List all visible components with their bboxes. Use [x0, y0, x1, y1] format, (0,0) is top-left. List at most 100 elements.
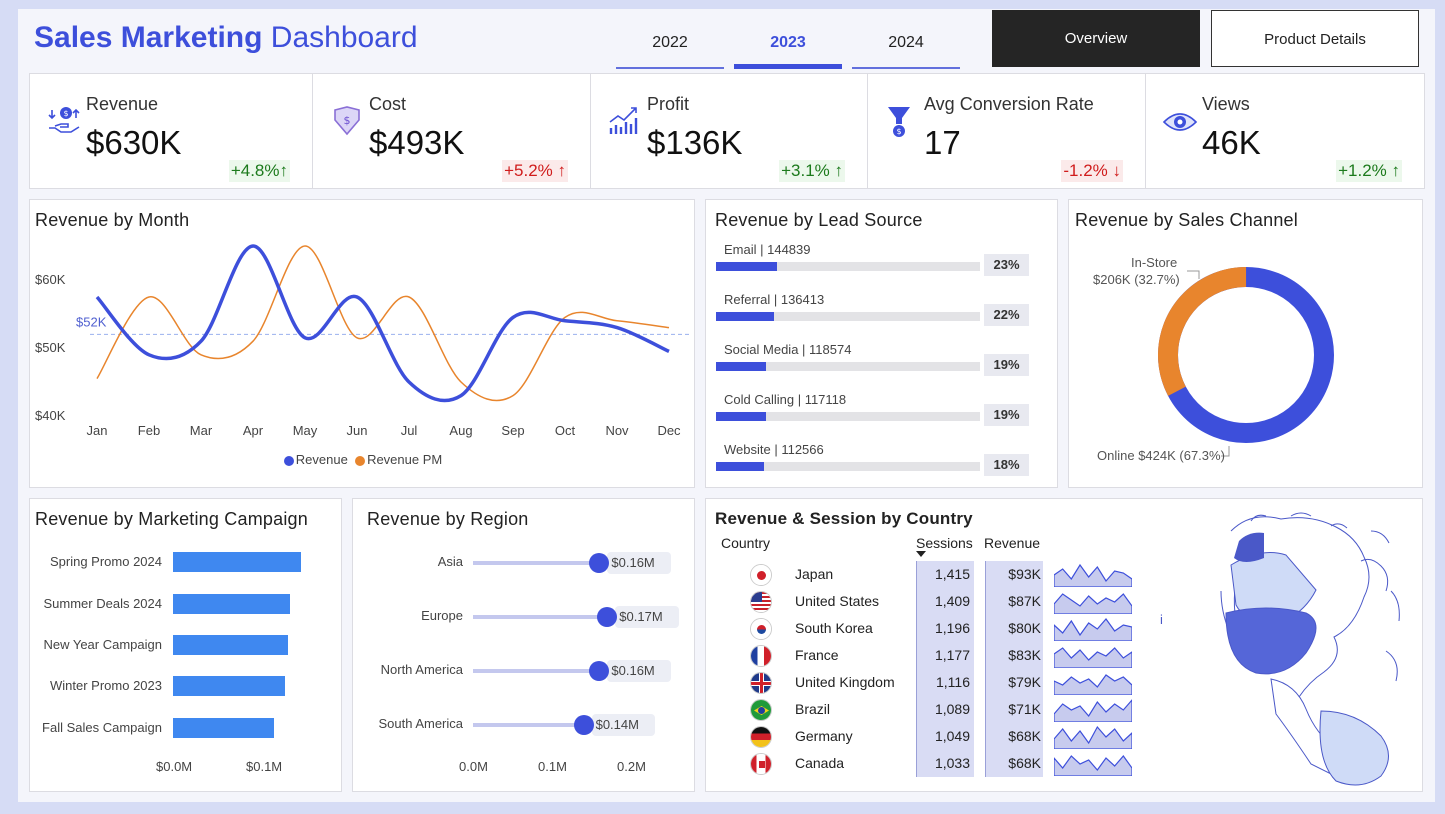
views-eye-icon	[1162, 113, 1198, 131]
kpi-conversion: $ Avg Conversion Rate 17 -1.2% ↓	[867, 73, 1145, 189]
region-marker[interactable]	[589, 661, 610, 681]
country-revenue: $93K	[985, 561, 1043, 588]
country-card: Revenue & Session by Country Country Ses…	[705, 498, 1423, 792]
kpi-change: +1.2% ↑	[1336, 160, 1402, 182]
country-name: United States	[795, 593, 880, 609]
kpi-cost: $ Cost $493K +5.2% ↑	[312, 73, 590, 189]
campaign-bar[interactable]	[173, 676, 285, 696]
lead-source-card: Revenue by Lead Source Email | 144839 23%…	[705, 199, 1058, 488]
country-row[interactable]: Brazil 1,089 $71K	[706, 696, 1136, 723]
page-title: Sales Marketing Dashboard	[34, 21, 418, 54]
country-row[interactable]: United Kingdom 1,116 $79K	[706, 669, 1136, 696]
series-line-revenue[interactable]	[95, 244, 670, 403]
revenue-hand-coin-icon: $	[48, 107, 80, 133]
chart-title: Revenue by Month	[35, 210, 190, 230]
instore-leader-line	[1187, 270, 1200, 279]
lead-source-pct: 23%	[984, 254, 1029, 276]
chart-legend: Revenue Revenue PM	[30, 452, 696, 467]
campaign-label: Spring Promo 2024	[49, 554, 162, 569]
region-row[interactable]: Europe $0.17M	[353, 605, 693, 628]
country-row[interactable]: France 1,177 $83K	[706, 642, 1136, 669]
campaign-bar[interactable]	[173, 552, 301, 572]
region-marker[interactable]	[573, 715, 594, 735]
chart-title: Revenue by Marketing Campaign	[35, 509, 308, 529]
country-sparkline	[1054, 618, 1132, 641]
sales-channel-card: Revenue by Sales Channel In-Store $206K …	[1068, 199, 1423, 488]
world-map-globe[interactable]	[1211, 501, 1421, 787]
lead-source-track	[716, 312, 980, 321]
y-tick-label: $50K	[35, 340, 66, 355]
lead-source-track	[716, 462, 980, 471]
lead-source-bar	[716, 262, 777, 271]
region-row[interactable]: South America $0.14M	[353, 713, 693, 736]
kpi-label: Revenue	[86, 94, 159, 114]
year-tab-2022[interactable]: 2022	[616, 31, 724, 69]
region-value: $0.17M	[615, 606, 679, 628]
kpi-value: 17	[924, 124, 961, 161]
legend-swatch-revenue	[283, 455, 294, 466]
col-header-country[interactable]: Country	[721, 535, 771, 551]
country-sparkline	[1054, 647, 1132, 668]
campaign-bar[interactable]	[173, 718, 275, 738]
x-tick-label: Dec	[657, 423, 681, 438]
online-leader-line	[1221, 446, 1230, 457]
country-revenue: $71K	[985, 696, 1043, 723]
region-value: $0.14M	[591, 714, 655, 736]
region-axis-tick: 0.2M	[617, 759, 646, 774]
kpi-value: $136K	[647, 124, 743, 161]
japan-flag-icon	[750, 564, 772, 586]
x-tick-label: Jun	[347, 423, 368, 438]
instore-label: In-Store	[1131, 255, 1178, 270]
cursor-glyph: i	[1160, 612, 1163, 627]
region-row[interactable]: Asia $0.16M	[353, 551, 693, 574]
country-row[interactable]: Canada 1,033 $68K	[706, 750, 1136, 777]
map-region-brazil	[1319, 710, 1389, 786]
year-tab-2024[interactable]: 2024	[852, 31, 960, 69]
country-row[interactable]: Japan 1,415 $93K	[706, 561, 1136, 588]
year-tab-2023[interactable]: 2023	[734, 31, 842, 69]
campaign-bar[interactable]	[173, 594, 291, 614]
region-row[interactable]: North America $0.16M	[353, 659, 693, 682]
product-details-button[interactable]: Product Details	[1211, 10, 1419, 67]
x-tick-label: Aug	[449, 423, 472, 438]
country-revenue: $80K	[985, 615, 1043, 642]
country-sparkline	[1054, 699, 1132, 722]
campaign-axis-tick: $0.0M	[156, 759, 193, 774]
country-row[interactable]: Germany 1,049 $68K	[706, 723, 1136, 750]
svg-text:$: $	[344, 114, 351, 127]
sort-desc-icon[interactable]	[916, 551, 926, 557]
x-tick-label: Apr	[243, 423, 264, 438]
region-marker[interactable]	[597, 607, 618, 627]
country-sessions: 1,177	[916, 642, 974, 669]
x-tick-label: Mar	[190, 423, 213, 438]
country-sessions: 1,116	[916, 669, 974, 696]
country-revenue: $68K	[985, 723, 1043, 750]
campaign-bar[interactable]	[173, 635, 289, 655]
x-tick-label: Jan	[87, 423, 108, 438]
country-row[interactable]: United States 1,409 $87K	[706, 588, 1136, 615]
overview-button[interactable]: Overview	[992, 10, 1200, 67]
legend-revenue-pm: Revenue PM	[367, 452, 443, 467]
country-row[interactable]: South Korea 1,196 $80K	[706, 615, 1136, 642]
country-sparkline	[1054, 593, 1132, 614]
online-label: Online $424K (67.3%)	[1097, 448, 1225, 463]
y-tick-label: $60K	[35, 272, 66, 287]
lead-source-track	[716, 262, 980, 271]
country-sessions: 1,033	[916, 750, 974, 777]
campaign-label: Winter Promo 2023	[50, 678, 162, 693]
region-axis-tick: 0.1M	[538, 759, 567, 774]
region-marker[interactable]	[589, 553, 610, 573]
x-tick-label: May	[293, 423, 318, 438]
country-revenue: $68K	[985, 750, 1043, 777]
lead-source-pct: 18%	[984, 454, 1029, 476]
legend-swatch-revenue-pm	[355, 455, 366, 466]
country-sparkline	[1054, 725, 1132, 749]
col-header-revenue[interactable]: Revenue	[984, 535, 1041, 551]
country-sparkline	[1054, 755, 1132, 776]
region-axis-tick: 0.0M	[459, 759, 488, 774]
country-sparkline	[1054, 674, 1132, 695]
col-header-sessions[interactable]: Sessions	[916, 535, 973, 551]
kpi-change: +5.2% ↑	[502, 160, 568, 182]
chart-title: Revenue by Region	[367, 509, 529, 529]
campaign-label: Summer Deals 2024	[43, 596, 163, 611]
